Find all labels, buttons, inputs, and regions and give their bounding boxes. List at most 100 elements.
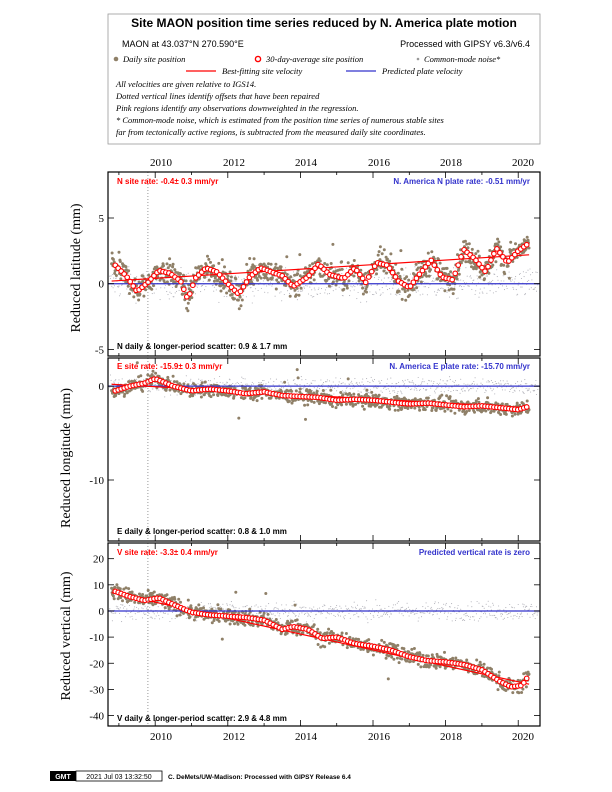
daily-point — [386, 677, 390, 681]
cmn-point — [377, 612, 379, 614]
cmn-point — [209, 603, 211, 605]
cmn-point — [118, 379, 120, 381]
daily-point — [476, 249, 480, 253]
cmn-point — [400, 391, 402, 393]
daily-point — [262, 611, 266, 615]
daily-point — [287, 399, 291, 403]
cmn-point — [484, 613, 487, 615]
avg30-point — [422, 264, 429, 270]
cmn-point — [462, 280, 464, 282]
cmn-point — [285, 612, 287, 614]
cmn-point — [373, 616, 375, 618]
cmn-point — [151, 617, 153, 619]
daily-point — [407, 278, 411, 282]
cmn-point — [162, 612, 164, 614]
cmn-point — [311, 289, 313, 291]
panel-north: -505 — [95, 171, 541, 357]
legend-cmn-label: Common-mode noise* — [424, 54, 501, 64]
cmn-point — [454, 286, 456, 288]
cmn-point — [285, 604, 287, 606]
cmn-point — [455, 389, 457, 391]
cmn-point — [241, 279, 243, 281]
daily-point — [499, 413, 503, 416]
cmn-point — [148, 612, 150, 614]
cmn-point — [263, 284, 265, 286]
daily-point — [132, 295, 136, 299]
cmn-point — [477, 388, 479, 390]
x-tick-label-top: 2018 — [440, 157, 463, 169]
cmn-point — [490, 281, 492, 283]
avg30-point — [476, 261, 482, 267]
cmn-point — [400, 390, 402, 392]
cmn-point — [180, 267, 182, 269]
daily-point — [426, 251, 430, 255]
daily-point — [306, 403, 310, 407]
cmn-point — [319, 611, 321, 613]
cmn-point — [453, 382, 455, 384]
cmn-point — [457, 297, 459, 299]
cmn-point — [496, 383, 498, 385]
cmn-point — [527, 388, 529, 390]
cmn-point — [468, 389, 470, 391]
avg30-point — [413, 275, 420, 282]
cmn-point — [516, 294, 518, 296]
cmn-point — [213, 286, 215, 288]
cmn-point — [281, 382, 283, 384]
cmn-point — [471, 616, 474, 618]
cmn-point — [480, 382, 482, 384]
cmn-point — [163, 612, 165, 614]
cmn-point — [185, 380, 187, 382]
cmn-point — [353, 289, 355, 291]
cmn-point — [347, 607, 349, 609]
cmn-point — [135, 618, 137, 620]
cmn-point — [232, 604, 234, 606]
cmn-point — [154, 618, 156, 620]
cmn-point — [305, 621, 308, 623]
cmn-point — [251, 381, 253, 383]
cmn-point — [379, 608, 381, 610]
cmn-point — [362, 383, 364, 386]
daily-point — [295, 633, 299, 637]
daily-point — [385, 271, 388, 275]
daily-point — [119, 596, 123, 600]
site-location: MAON at 43.037°N 270.590°E — [122, 39, 244, 49]
cmn-point — [170, 292, 172, 294]
cmn-point — [112, 612, 114, 614]
y-tick-label: 0 — [99, 381, 105, 393]
cmn-point — [518, 616, 521, 618]
cmn-point — [262, 280, 264, 282]
cmn-point — [473, 380, 475, 383]
note-line: * Common-mode noise, which is estimated … — [116, 115, 444, 125]
daily-point — [477, 400, 481, 404]
daily-point — [184, 279, 188, 283]
cmn-point — [313, 387, 315, 389]
cmn-point — [437, 387, 439, 389]
cmn-point — [379, 605, 381, 607]
cmn-point — [311, 609, 313, 611]
cmn-point — [537, 388, 539, 391]
cmn-point — [447, 380, 449, 382]
daily-point — [274, 618, 278, 621]
cmn-point — [364, 387, 366, 389]
cmn-point — [336, 605, 338, 607]
cmn-point — [419, 388, 421, 390]
cmn-point — [303, 286, 305, 288]
cmn-point — [400, 607, 402, 609]
avg30-point — [240, 283, 247, 290]
cmn-point — [278, 384, 280, 386]
cmn-point — [466, 275, 468, 277]
avg30-point — [186, 291, 193, 297]
cmn-point — [299, 383, 301, 386]
cmn-point — [134, 606, 136, 608]
cmn-point — [422, 612, 425, 614]
daily-point — [127, 587, 131, 591]
cmn-point — [434, 279, 436, 281]
cmn-point — [430, 606, 432, 608]
daily-point — [203, 380, 207, 384]
cmn-point — [342, 382, 344, 384]
avg30-point — [482, 268, 488, 275]
daily-point — [130, 590, 134, 594]
cmn-point — [492, 602, 494, 604]
cmn-point — [503, 383, 506, 385]
cmn-point — [268, 284, 270, 286]
